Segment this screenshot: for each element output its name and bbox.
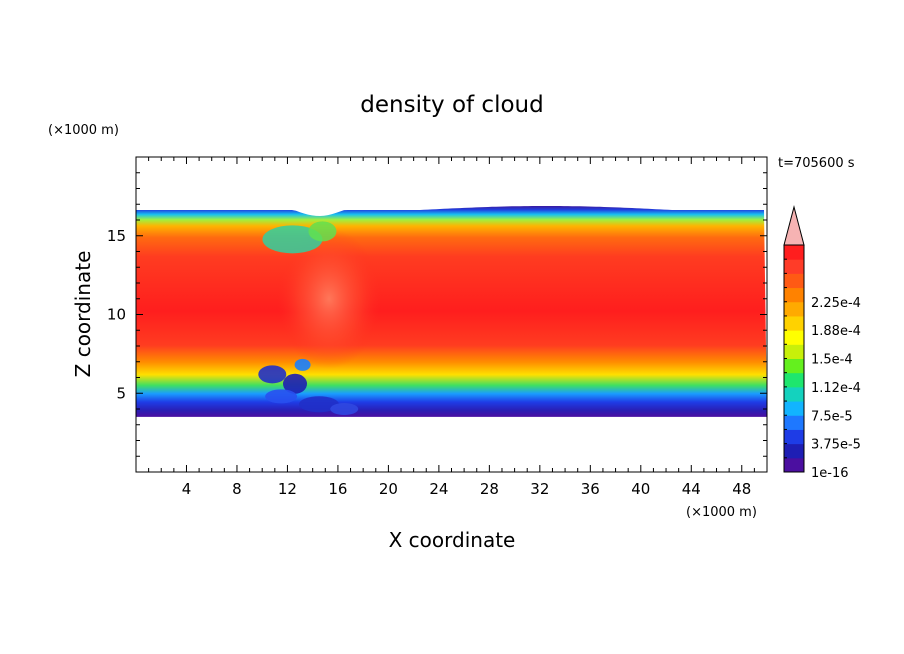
cloud-base-eddies bbox=[258, 358, 359, 415]
cloud-eddy bbox=[283, 373, 308, 394]
colorbar-label: 3.75e-5 bbox=[811, 438, 861, 453]
colorbar-swatch bbox=[784, 301, 804, 317]
x-axis-label: X coordinate bbox=[389, 528, 516, 552]
x-tick-label: 20 bbox=[379, 480, 398, 498]
colorbar-swatch bbox=[784, 415, 804, 430]
x-tick-label: 12 bbox=[278, 480, 297, 498]
cloud-field bbox=[136, 206, 767, 417]
colorbar-label: 1.12e-4 bbox=[811, 381, 861, 396]
colorbar-label: 1.88e-4 bbox=[811, 324, 861, 339]
colorbar-swatch bbox=[784, 344, 804, 359]
y-axis-label: Z coordinate bbox=[71, 251, 95, 378]
colorbar-swatch bbox=[784, 259, 804, 274]
colorbar-label: 1e-16 bbox=[811, 466, 849, 481]
colorbar-swatch bbox=[784, 429, 804, 445]
y-tick-label: 10 bbox=[107, 306, 126, 324]
colorbar-swatch bbox=[784, 457, 804, 473]
colorbar-swatch bbox=[784, 443, 804, 459]
cloud-eddy bbox=[294, 358, 311, 371]
colorbar-label: 1.5e-4 bbox=[811, 353, 853, 368]
cloud-eddy bbox=[330, 403, 359, 415]
cloud-eddy bbox=[265, 389, 298, 404]
colorbar-swatch bbox=[784, 273, 804, 289]
colorbar-swatch bbox=[784, 315, 804, 331]
colorbar-swatch bbox=[784, 287, 804, 303]
colorbar-swatch bbox=[784, 372, 804, 388]
y-axis-ticks: 5 10 15 bbox=[107, 172, 767, 457]
x-axis-ticks: 4 8 12 16 20 24 28 32 36 40 44 48 bbox=[148, 157, 755, 498]
plot-area bbox=[136, 157, 767, 472]
y-unit-label: (×1000 m) bbox=[48, 123, 119, 138]
colorbar-swatch bbox=[784, 386, 804, 402]
x-tick-label: 28 bbox=[480, 480, 499, 498]
colorbar-overflow-arrow bbox=[783, 205, 805, 246]
colorbar: 2.25e-4 1.88e-4 1.5e-4 1.12e-4 7.5e-5 3.75e-5… bbox=[783, 205, 861, 481]
x-tick-label: 16 bbox=[328, 480, 347, 498]
colorbar-label: 2.25e-4 bbox=[811, 296, 861, 311]
x-tick-label: 36 bbox=[581, 480, 600, 498]
colorbar-swatch bbox=[784, 358, 804, 374]
colorbar-swatch bbox=[784, 401, 804, 416]
x-unit-label: (×1000 m) bbox=[686, 505, 757, 520]
cloud-eddy bbox=[258, 365, 287, 384]
time-label: t=705600 s bbox=[778, 156, 855, 171]
y-tick-label: 15 bbox=[107, 227, 126, 245]
upper-eddy bbox=[308, 221, 337, 242]
turbulent-region bbox=[262, 221, 381, 369]
x-tick-label: 48 bbox=[732, 480, 751, 498]
upper-eddy bbox=[262, 225, 323, 254]
y-tick-label: 5 bbox=[116, 384, 126, 402]
x-tick-label: 44 bbox=[682, 480, 701, 498]
cloud-eddy bbox=[298, 396, 339, 413]
x-tick-label: 24 bbox=[429, 480, 448, 498]
x-tick-label: 8 bbox=[232, 480, 242, 498]
colorbar-swatch bbox=[784, 330, 804, 345]
turbulent-core bbox=[277, 228, 381, 369]
colorbar-swatch bbox=[784, 245, 804, 260]
x-tick-label: 4 bbox=[182, 480, 192, 498]
chart-title: density of cloud bbox=[360, 92, 543, 118]
colorbar-label: 7.5e-5 bbox=[811, 409, 853, 424]
x-tick-label: 32 bbox=[530, 480, 549, 498]
x-tick-label: 40 bbox=[631, 480, 650, 498]
